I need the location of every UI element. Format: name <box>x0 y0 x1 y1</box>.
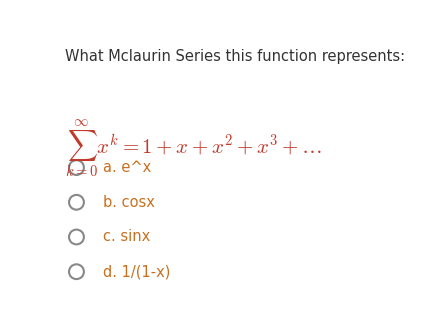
Text: a. e^x: a. e^x <box>103 160 152 175</box>
Text: d. 1/(1-x): d. 1/(1-x) <box>103 264 171 279</box>
Text: $\sum_{k=0}^{\infty} x^k = 1 + x + x^2 + x^3 + \ldots$: $\sum_{k=0}^{\infty} x^k = 1 + x + x^2 +… <box>65 118 322 179</box>
Text: c. sinx: c. sinx <box>103 230 151 244</box>
Text: b. cosx: b. cosx <box>103 195 155 210</box>
Text: What Mclaurin Series this function represents:: What Mclaurin Series this function repre… <box>65 49 405 63</box>
